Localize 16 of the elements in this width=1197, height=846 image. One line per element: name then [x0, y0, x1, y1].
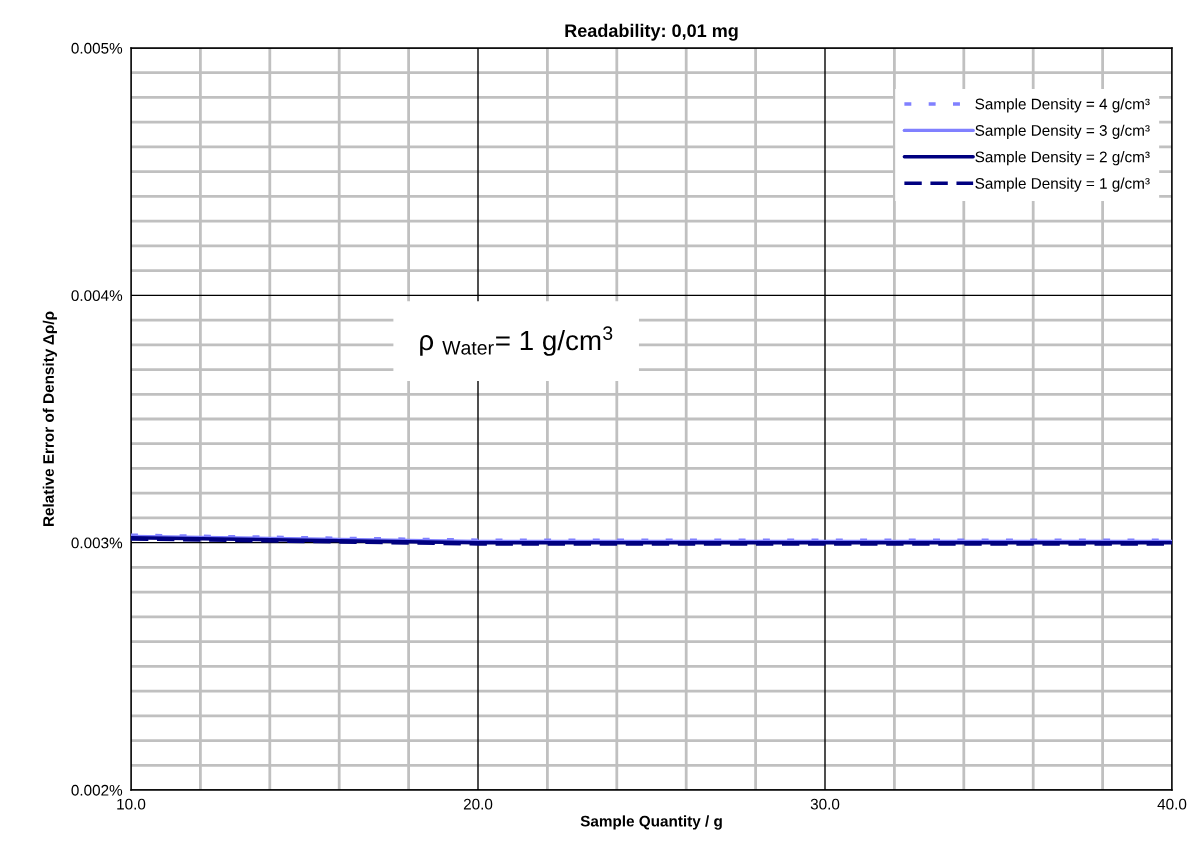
x-tick-label: 40.0	[1157, 798, 1187, 810]
y-axis-title: Relative Error of Density Δρ/ρ	[42, 311, 57, 527]
y-tick-label: 0.003%	[71, 537, 123, 549]
legend-label: Sample Density = 2 g/cm³	[975, 151, 1150, 166]
legend-label: Sample Density = 1 g/cm³	[975, 177, 1150, 192]
legend-label: Sample Density = 4 g/cm³	[975, 98, 1150, 113]
x-axis-title: Sample Quantity / g	[580, 815, 722, 830]
y-tick-label: 0.004%	[71, 290, 123, 302]
legend-label: Sample Density = 3 g/cm³	[975, 124, 1150, 139]
y-tick-label: 0.005%	[71, 42, 123, 54]
y-tick-label: 0.002%	[71, 784, 123, 796]
annotation: ρ $_{Water}$= 1 g/cm$^{3}$	[420, 326, 613, 356]
x-tick-label: 10.0	[117, 798, 146, 810]
x-tick-label: 20.0	[463, 798, 493, 810]
x-tick-label: 30.0	[810, 798, 840, 810]
chart-title: Readability: 0,01 mg	[565, 23, 738, 41]
